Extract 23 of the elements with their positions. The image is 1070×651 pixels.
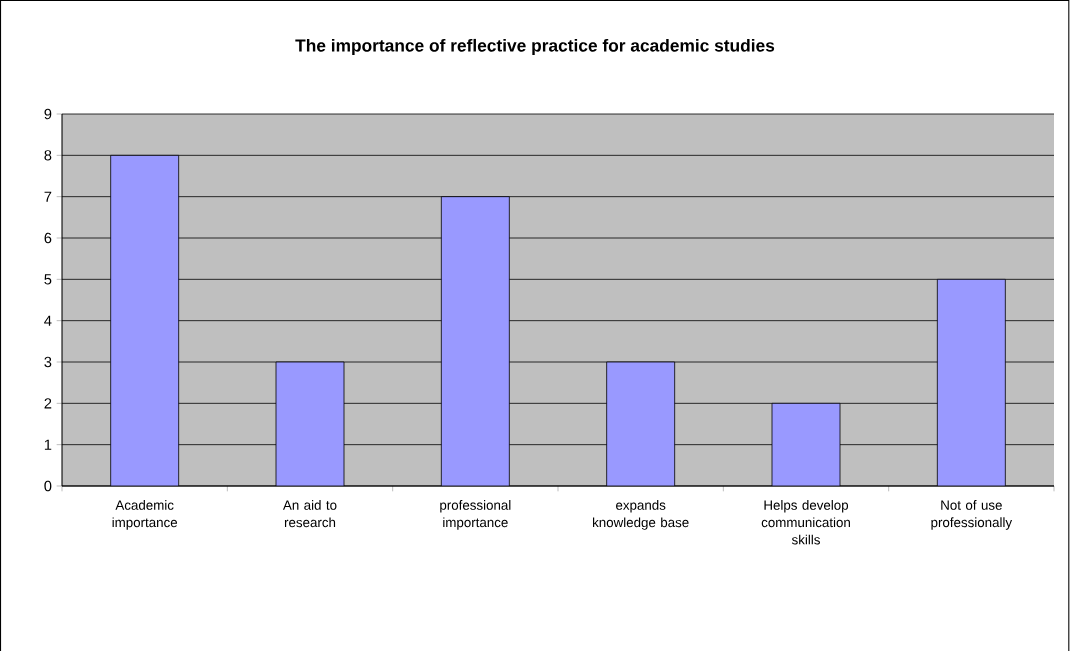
x-tick-label: Helps develop communication skills bbox=[761, 500, 850, 545]
y-tick-label: 7 bbox=[44, 191, 52, 202]
y-tick-label: 3 bbox=[44, 356, 52, 368]
y-tick-label: 2 bbox=[44, 398, 52, 409]
y-tick-label: 0 bbox=[44, 480, 52, 492]
x-tick-label: expands knowledge base bbox=[593, 500, 689, 530]
y-tick-label: 9 bbox=[44, 108, 52, 120]
y-tick-label: 6 bbox=[44, 232, 52, 244]
bar bbox=[275, 361, 345, 486]
bar bbox=[440, 196, 510, 486]
y-tick-label: 4 bbox=[44, 315, 52, 326]
bar bbox=[936, 278, 1006, 486]
y-tick-label: 1 bbox=[44, 439, 52, 450]
bar bbox=[606, 361, 676, 486]
y-tick-label: 5 bbox=[44, 274, 52, 285]
x-tick-label: An aid to research bbox=[282, 500, 337, 528]
y-tick-label: 8 bbox=[44, 150, 52, 161]
x-tick-label: Not of use professionally bbox=[931, 500, 1013, 530]
bar bbox=[110, 154, 180, 486]
x-tick-label: professional importance bbox=[440, 500, 511, 530]
chart-title: The importance of reflective practice for academic studies bbox=[295, 38, 775, 56]
bar bbox=[771, 402, 841, 486]
x-tick-label: Academic importance bbox=[112, 500, 178, 530]
